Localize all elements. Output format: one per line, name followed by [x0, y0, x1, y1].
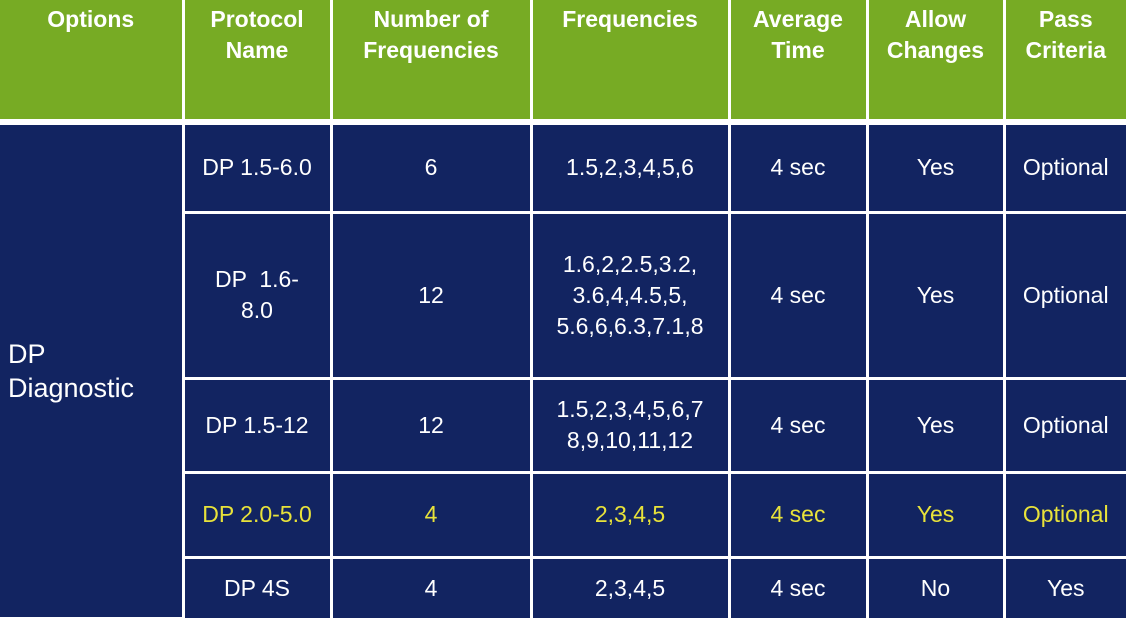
header-row: Options Protocol Name Number of Frequenc…	[0, 0, 1126, 125]
protocol-name: DP 4S	[223, 574, 291, 601]
protocol-name: DP 2.0-5.0	[202, 501, 312, 527]
header-protocol-name: Protocol Name	[183, 0, 333, 125]
pass-criteria-cell: Optional	[1004, 212, 1126, 380]
pass-criteria-cell: Yes	[1004, 557, 1126, 618]
table-row: DP 1.5-12 12 1.5,2,3,4,5,6,7 8,9,10,11,1…	[0, 378, 1126, 474]
protocol-name-cell: DP 4S	[183, 557, 333, 618]
table-row: DP 4S 4 2,3,4,5 4 sec No Yes	[0, 557, 1126, 618]
pass-criteria-cell: Optional	[1004, 122, 1126, 214]
allow-changes-cell: Yes	[867, 212, 1006, 380]
frequency-count-cell: 4	[331, 472, 533, 559]
frequency-count-cell: 6	[331, 122, 533, 214]
frequency-count-cell: 4	[331, 557, 533, 618]
frequency-count-cell: 12	[331, 212, 533, 380]
frequencies-cell: 1.5,2,3,4,5,6,7 8,9,10,11,12	[531, 378, 731, 474]
frequencies-list: 1.5,2,3,4,5,6,7 8,9,10,11,12	[556, 396, 704, 453]
protocol-name: DP 1.5-12	[205, 411, 309, 438]
protocol-name-cell: DP 1.5-6.0	[183, 122, 333, 214]
table-row: DP 1.6-8.0 12 1.6,2,2.5,3.2, 3.6,4,4.5,5…	[0, 212, 1126, 380]
average-time-cell: 4 sec	[729, 472, 869, 559]
header-number-of-frequencies: Number of Frequencies	[331, 0, 533, 125]
allow-changes-cell: Yes	[867, 472, 1006, 559]
frequencies-list: 2,3,4,5	[594, 574, 666, 601]
header-average-time: Average Time	[729, 0, 869, 125]
header-allow-changes: Allow Changes	[867, 0, 1006, 125]
protocol-name-cell: DP 1.5-12	[183, 378, 333, 474]
frequencies-list: 2,3,4,5	[594, 501, 666, 527]
allow-changes-cell: No	[867, 557, 1006, 618]
average-time-cell: 4 sec	[729, 378, 869, 474]
frequencies-cell: 2,3,4,5	[531, 472, 731, 559]
frequencies-list: 1.6,2,2.5,3.2, 3.6,4,4.5,5, 5.6,6,6.3,7.…	[556, 250, 704, 339]
frequencies-list: 1.5,2,3,4,5,6	[566, 154, 694, 181]
protocol-name-cell: DP 1.6-8.0	[183, 212, 333, 380]
table-row-highlighted: DP 2.0-5.0 4 2,3,4,5 4 sec Yes Optional	[0, 472, 1126, 559]
allow-changes-cell: Yes	[867, 378, 1006, 474]
frequencies-cell: 2,3,4,5	[531, 557, 731, 618]
frequency-count-cell: 12	[331, 378, 533, 474]
average-time-cell: 4 sec	[729, 122, 869, 214]
header-pass-criteria: Pass Criteria	[1004, 0, 1126, 125]
frequencies-cell: 1.6,2,2.5,3.2, 3.6,4,4.5,5, 5.6,6,6.3,7.…	[531, 212, 731, 380]
pass-criteria-cell: Optional	[1004, 472, 1126, 559]
allow-changes-cell: Yes	[867, 122, 1006, 214]
table-row: DP Diagnostic DP 1.5-6.0 6 1.5,2,3,4,5,6…	[0, 122, 1126, 618]
protocol-name-cell: DP 2.0-5.0	[183, 472, 333, 559]
header-options: Options	[0, 0, 185, 125]
average-time-cell: 4 sec	[729, 212, 869, 380]
frequencies-cell: 1.5,2,3,4,5,6	[531, 122, 731, 214]
protocol-name: DP 1.6-8.0	[215, 266, 299, 323]
protocol-name: DP 1.5-6.0	[202, 154, 312, 181]
pass-criteria-cell: Optional	[1004, 378, 1126, 474]
average-time-cell: 4 sec	[729, 557, 869, 618]
header-frequencies: Frequencies	[531, 0, 731, 125]
options-cell: DP Diagnostic	[0, 122, 185, 618]
